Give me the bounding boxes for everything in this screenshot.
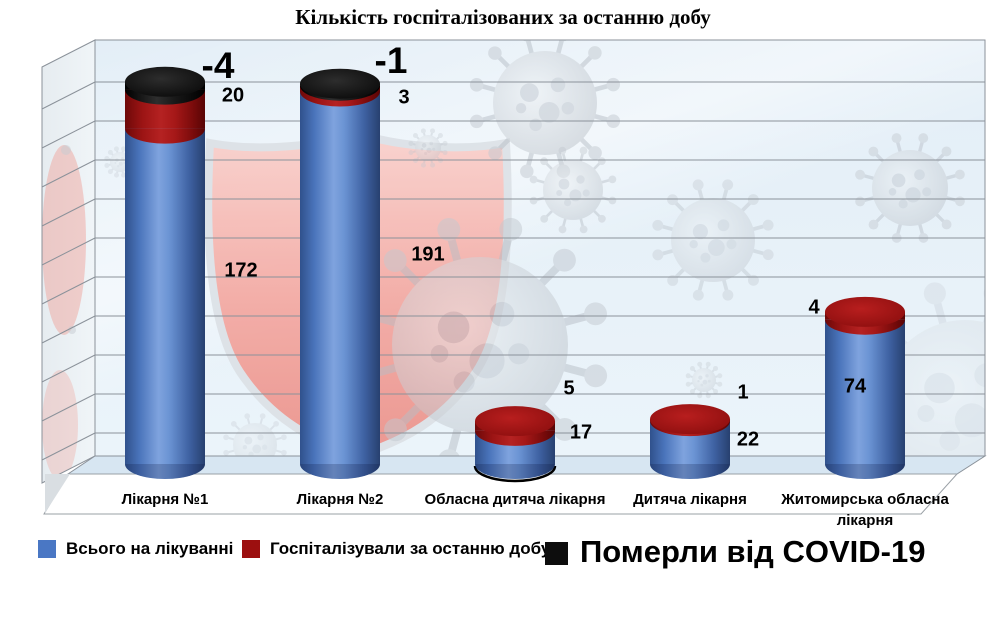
virus-icon (408, 128, 448, 168)
chart-title: Кількість госпіталізованих за останню до… (295, 5, 711, 29)
category-zhytomyr-regional: Житомирська обласна лікарня (781, 491, 949, 529)
legend-swatch-blue (38, 540, 56, 558)
legend-label-hospitalized: Госпіталізували за останню добу (270, 539, 551, 558)
category-children: Дитяча лікарня (633, 491, 747, 508)
label-total-children: 22 (736, 428, 760, 451)
legend-label-total: Всього на лікуванні (66, 539, 234, 558)
virus-icon (223, 413, 287, 456)
legend-item-total: Всього на лікуванні (38, 538, 233, 560)
virus-icon (652, 179, 774, 301)
bar-0 (125, 66, 205, 479)
bar-2 (473, 406, 557, 483)
virus-icon (685, 361, 723, 399)
left-wall (42, 40, 95, 483)
bar-1 (300, 68, 380, 479)
label-hospitalized-children: 1 (737, 381, 749, 404)
axis-corner (45, 474, 70, 513)
label-hospitalized-children-regional: 5 (563, 377, 575, 400)
category-children-regional: Обласна дитяча лікарня (424, 491, 606, 508)
legend-label-deaths: Померли від COVID-19 (580, 534, 926, 569)
label-hospitalized-hospital1: 20 (221, 84, 245, 107)
category-hospital2: Лікарня №2 (296, 491, 384, 508)
legend-item-deaths: Померли від COVID-19 (545, 532, 925, 572)
label-deaths-hospital2: -1 (374, 40, 408, 81)
label-total-hospital1: 172 (224, 259, 258, 282)
bar-4 (825, 296, 905, 479)
legend-swatch-black (545, 542, 568, 565)
label-hospitalized-hospital2: 3 (398, 86, 410, 109)
category-hospital1: Лікарня №1 (121, 491, 209, 508)
label-total-zhytomyr: 74 (843, 375, 867, 398)
label-hospitalized-zhytomyr: 4 (808, 296, 820, 319)
legend-item-hospitalized: Госпіталізували за останню добу (242, 538, 550, 560)
label-deaths-hospital1: -4 (201, 45, 235, 86)
bar-3 (650, 404, 730, 479)
legend-swatch-red (242, 540, 260, 558)
label-total-children-regional: 17 (569, 421, 593, 444)
label-total-hospital2: 191 (411, 243, 445, 266)
bar-cylinders (125, 66, 905, 483)
